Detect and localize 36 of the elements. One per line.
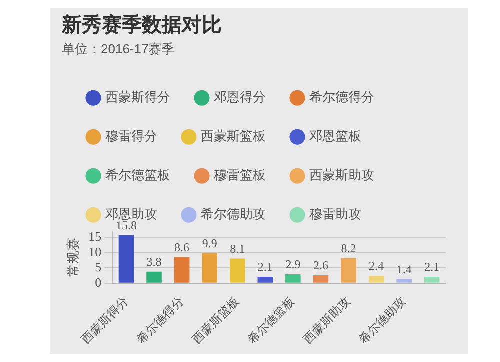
- legend-label: 西蒙斯助攻: [310, 168, 374, 183]
- data-label: 8.6: [174, 240, 190, 254]
- x-tick-label: 西蒙斯助攻: [300, 294, 354, 346]
- x-tick-label: 西蒙斯篮板: [190, 294, 242, 346]
- legend-label: 穆雷得分: [106, 128, 158, 144]
- data-label: 9.9: [202, 236, 218, 250]
- y-tick-label: 10: [88, 244, 102, 260]
- data-label: 2.1: [258, 260, 273, 274]
- x-tick-label: 希尔德篮板: [245, 294, 298, 346]
- legend-label: 邓恩得分: [214, 90, 266, 105]
- legend-label: 邓恩篮板: [310, 128, 362, 144]
- data-label: 2.4: [369, 259, 384, 274]
- data-label: 8.2: [341, 242, 356, 256]
- data-label: 2.9: [286, 258, 301, 272]
- legend-label: 西蒙斯得分: [106, 90, 170, 105]
- y-tick-label: 5: [95, 260, 102, 275]
- legend-label: 西蒙斯篮板: [201, 128, 266, 144]
- legend-label: 希尔德得分: [310, 90, 374, 105]
- y-tick-label: 15: [88, 229, 102, 244]
- legend-label: 希尔德助攻: [201, 206, 266, 222]
- legend-label: 希尔德篮板: [106, 168, 170, 183]
- chart-title: 新秀赛季数据对比: [61, 14, 222, 37]
- data-label: 2.1: [424, 260, 440, 274]
- y-axis-title: 常规赛: [65, 238, 80, 277]
- chart-subtitle: 单位：2016-17赛季: [62, 41, 175, 56]
- data-label: 3.8: [146, 254, 162, 269]
- data-label: 1.4: [396, 262, 412, 276]
- legend-label: 穆雷篮板: [214, 168, 266, 183]
- y-tick-label: 0: [95, 274, 102, 290]
- x-tick-label: 西蒙斯得分: [78, 294, 131, 346]
- data-label: 2.6: [313, 258, 328, 273]
- legend-label: 邓恩助攻: [106, 206, 158, 222]
- legend-label: 穆雷助攻: [310, 206, 362, 222]
- x-tick-label: 希尔德助攻: [356, 294, 409, 346]
- x-tick-label: 希尔德得分: [134, 294, 187, 346]
- data-label: 8.1: [230, 242, 246, 256]
